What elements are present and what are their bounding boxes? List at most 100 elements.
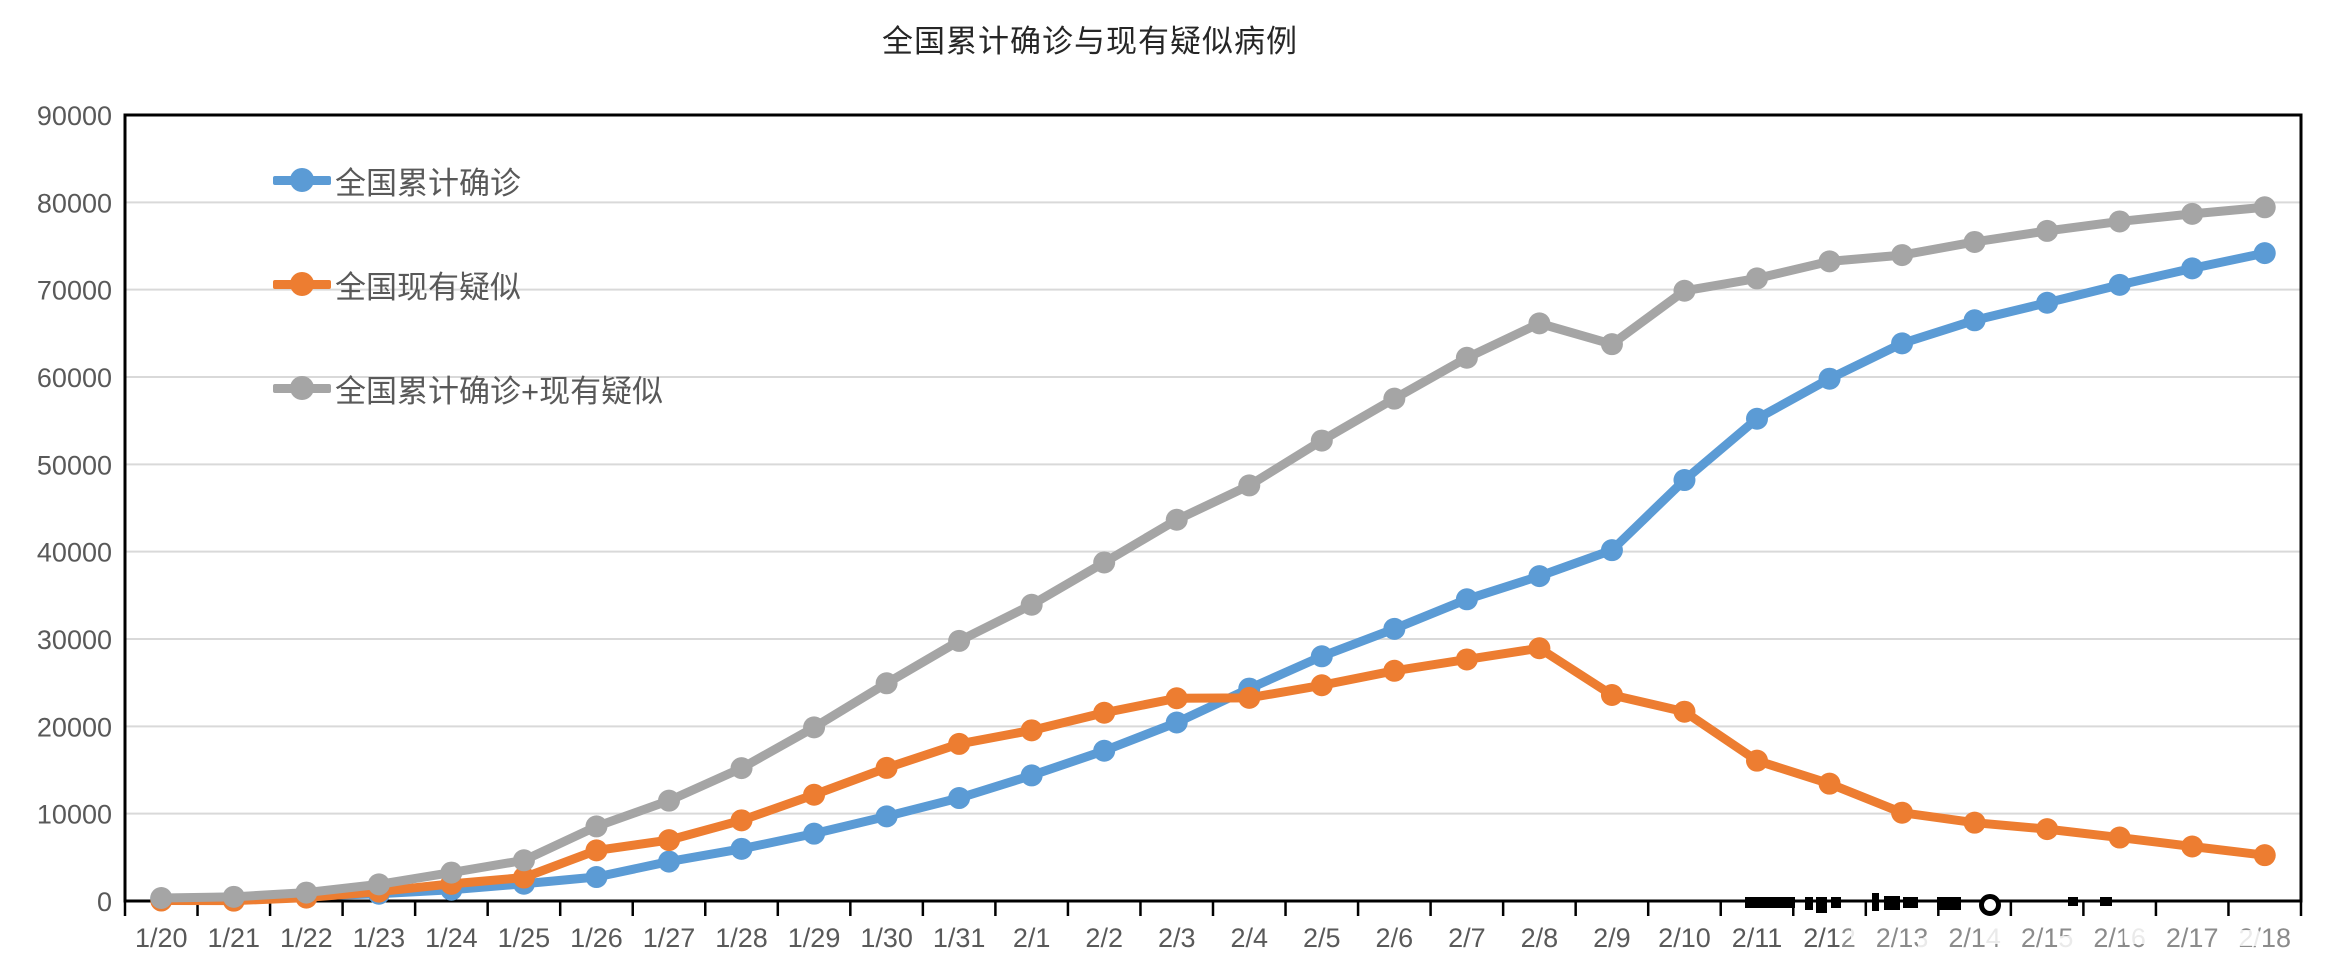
data-point xyxy=(1093,551,1116,574)
data-point xyxy=(1383,387,1406,410)
data-point xyxy=(1238,474,1261,497)
x-axis-label: 2/17 xyxy=(2166,923,2219,953)
x-axis-label: 2/9 xyxy=(1593,923,1631,953)
data-point xyxy=(2108,210,2131,233)
data-point xyxy=(1963,811,1986,834)
data-point xyxy=(1165,508,1188,531)
x-axis-label: 1/23 xyxy=(353,923,406,953)
data-point xyxy=(658,789,680,812)
data-point xyxy=(875,672,898,695)
data-point xyxy=(1020,764,1043,787)
data-point xyxy=(1093,739,1116,762)
data-point xyxy=(440,861,463,884)
data-point xyxy=(1310,429,1333,452)
data-point xyxy=(367,873,390,896)
data-point xyxy=(1165,687,1188,710)
legend-marker-dot xyxy=(290,167,314,192)
data-point xyxy=(1746,407,1768,430)
data-point xyxy=(1600,333,1623,356)
data-point xyxy=(1746,267,1768,290)
data-point xyxy=(2036,818,2059,841)
data-point xyxy=(730,837,753,860)
data-point xyxy=(875,805,898,828)
data-point xyxy=(1600,539,1623,562)
data-point xyxy=(1383,617,1406,640)
data-point xyxy=(2253,242,2276,265)
x-axis-label: 1/27 xyxy=(643,923,696,953)
x-axis-label: 1/30 xyxy=(860,923,913,953)
x-axis-label: 2/7 xyxy=(1448,923,1486,953)
data-point xyxy=(2108,826,2131,849)
data-point xyxy=(1020,719,1043,742)
data-point xyxy=(658,850,680,873)
x-axis-label: 1/24 xyxy=(425,923,478,953)
x-axis-label: 2/5 xyxy=(1303,923,1341,953)
data-point xyxy=(1673,700,1696,723)
legend-item-1: 全国现有疑似 xyxy=(273,262,521,306)
data-point xyxy=(948,787,971,810)
x-axis-label: 1/22 xyxy=(280,923,333,953)
legend-label: 全国累计确诊 xyxy=(335,165,521,201)
data-point xyxy=(1673,469,1696,492)
x-axis-label: 1/26 xyxy=(570,923,623,953)
x-axis-label: 1/31 xyxy=(933,923,986,953)
legend-marker xyxy=(273,375,331,400)
x-axis-label: 2/11 xyxy=(1732,923,1783,953)
data-point xyxy=(1020,593,1043,616)
x-axis-label: 1/20 xyxy=(135,923,188,953)
y-axis-label: 10000 xyxy=(37,800,112,830)
data-point xyxy=(2036,219,2059,242)
data-point xyxy=(1310,674,1333,697)
data-point xyxy=(1746,749,1768,772)
data-point xyxy=(295,881,318,904)
data-point xyxy=(730,809,753,832)
data-point xyxy=(948,732,971,755)
x-axis-label: 2/8 xyxy=(1521,923,1559,953)
data-point xyxy=(803,822,826,845)
legend-marker xyxy=(273,271,331,296)
data-point xyxy=(2036,291,2059,314)
data-point xyxy=(1818,250,1841,273)
y-axis-label: 0 xyxy=(97,887,112,917)
y-axis-label: 30000 xyxy=(37,625,112,655)
data-point xyxy=(2108,273,2131,296)
data-point xyxy=(1528,637,1551,660)
data-point xyxy=(1165,711,1188,734)
data-point xyxy=(1600,683,1623,706)
data-point xyxy=(1528,312,1551,335)
x-axis-label: 2/1 xyxy=(1013,923,1051,953)
data-point xyxy=(1455,588,1478,611)
x-axis-label: 2/4 xyxy=(1230,923,1268,953)
legend-item-2: 全国累计确诊+现有疑似 xyxy=(273,366,663,410)
data-point xyxy=(1383,659,1406,682)
data-point xyxy=(2253,196,2276,219)
y-axis-label: 50000 xyxy=(37,450,112,480)
data-point xyxy=(1238,686,1261,709)
series-line-1 xyxy=(156,643,2270,906)
y-axis-label: 90000 xyxy=(37,101,112,131)
data-point xyxy=(1963,309,1986,332)
data-point xyxy=(1963,230,1986,253)
data-point xyxy=(1818,367,1841,390)
data-point xyxy=(1891,244,1914,267)
legend-label: 全国累计确诊+现有疑似 xyxy=(335,373,664,409)
data-point xyxy=(2253,844,2276,867)
data-point xyxy=(222,885,245,908)
y-axis-label: 70000 xyxy=(37,276,112,306)
data-point xyxy=(948,629,971,652)
y-axis-label: 40000 xyxy=(37,538,112,568)
data-point xyxy=(585,815,608,838)
data-point xyxy=(512,866,535,889)
data-point xyxy=(658,829,680,852)
data-point xyxy=(1455,648,1478,671)
y-axis-label: 60000 xyxy=(37,363,112,393)
data-point xyxy=(1891,332,1914,355)
data-point xyxy=(730,757,753,780)
x-axis-label: 2/6 xyxy=(1376,923,1414,953)
data-point xyxy=(1891,801,1914,824)
series-line-0 xyxy=(156,248,2270,903)
legend-label: 全国现有疑似 xyxy=(335,269,521,305)
legend-marker-dot xyxy=(290,375,314,400)
x-axis-label: 2/3 xyxy=(1158,923,1196,953)
chart-title: 全国累计确诊与现有疑似病例 xyxy=(882,24,1298,59)
